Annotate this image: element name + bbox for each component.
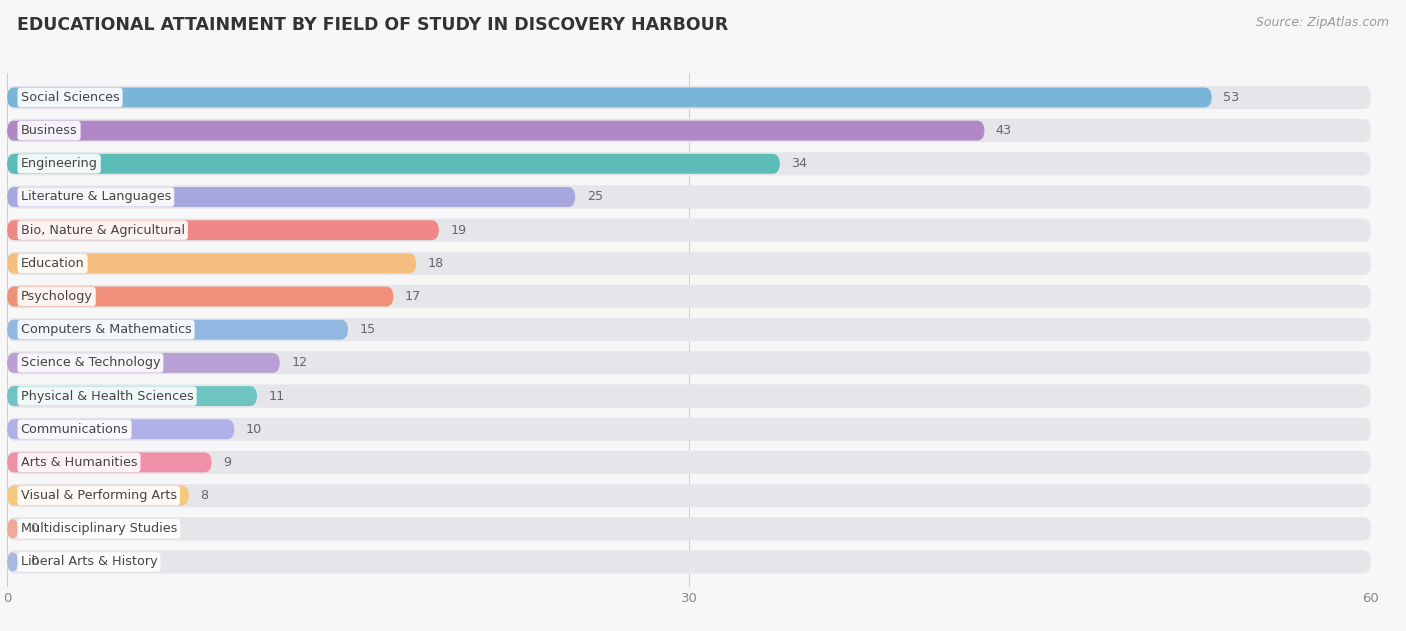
Text: Computers & Mathematics: Computers & Mathematics <box>21 323 191 336</box>
Text: 8: 8 <box>200 489 208 502</box>
Text: 0: 0 <box>30 555 38 569</box>
FancyBboxPatch shape <box>7 286 394 307</box>
Text: 34: 34 <box>792 157 807 170</box>
Text: Literature & Languages: Literature & Languages <box>21 191 172 203</box>
FancyBboxPatch shape <box>7 484 1371 507</box>
FancyBboxPatch shape <box>7 254 416 273</box>
Text: Multidisciplinary Studies: Multidisciplinary Studies <box>21 522 177 535</box>
FancyBboxPatch shape <box>7 152 1371 175</box>
FancyBboxPatch shape <box>7 519 18 539</box>
FancyBboxPatch shape <box>7 220 439 240</box>
FancyBboxPatch shape <box>7 218 1371 242</box>
Text: Source: ZipAtlas.com: Source: ZipAtlas.com <box>1256 16 1389 29</box>
FancyBboxPatch shape <box>7 550 1371 574</box>
FancyBboxPatch shape <box>7 452 211 473</box>
FancyBboxPatch shape <box>7 154 780 174</box>
FancyBboxPatch shape <box>7 386 257 406</box>
Text: Physical & Health Sciences: Physical & Health Sciences <box>21 389 194 403</box>
FancyBboxPatch shape <box>7 121 984 141</box>
Text: Visual & Performing Arts: Visual & Performing Arts <box>21 489 177 502</box>
FancyBboxPatch shape <box>7 552 18 572</box>
FancyBboxPatch shape <box>7 318 1371 341</box>
Text: 19: 19 <box>450 223 467 237</box>
FancyBboxPatch shape <box>7 186 1371 209</box>
Text: Social Sciences: Social Sciences <box>21 91 120 104</box>
FancyBboxPatch shape <box>7 320 347 339</box>
Text: Business: Business <box>21 124 77 137</box>
Text: 11: 11 <box>269 389 284 403</box>
Text: 10: 10 <box>246 423 262 436</box>
Text: 0: 0 <box>30 522 38 535</box>
Text: 9: 9 <box>224 456 231 469</box>
Text: Communications: Communications <box>21 423 128 436</box>
Text: 43: 43 <box>995 124 1012 137</box>
FancyBboxPatch shape <box>7 252 1371 275</box>
Text: Engineering: Engineering <box>21 157 97 170</box>
Text: Science & Technology: Science & Technology <box>21 357 160 369</box>
Text: 12: 12 <box>291 357 308 369</box>
Text: 18: 18 <box>427 257 444 270</box>
Text: EDUCATIONAL ATTAINMENT BY FIELD OF STUDY IN DISCOVERY HARBOUR: EDUCATIONAL ATTAINMENT BY FIELD OF STUDY… <box>17 16 728 34</box>
Text: Bio, Nature & Agricultural: Bio, Nature & Agricultural <box>21 223 184 237</box>
Text: 25: 25 <box>586 191 603 203</box>
FancyBboxPatch shape <box>7 486 188 505</box>
Text: Education: Education <box>21 257 84 270</box>
Text: 15: 15 <box>360 323 375 336</box>
Text: Arts & Humanities: Arts & Humanities <box>21 456 138 469</box>
FancyBboxPatch shape <box>7 384 1371 408</box>
FancyBboxPatch shape <box>7 119 1371 142</box>
FancyBboxPatch shape <box>7 86 1371 109</box>
FancyBboxPatch shape <box>7 419 235 439</box>
FancyBboxPatch shape <box>7 187 575 207</box>
Text: Liberal Arts & History: Liberal Arts & History <box>21 555 157 569</box>
FancyBboxPatch shape <box>7 88 1212 107</box>
FancyBboxPatch shape <box>7 451 1371 474</box>
Text: 17: 17 <box>405 290 420 303</box>
FancyBboxPatch shape <box>7 517 1371 540</box>
FancyBboxPatch shape <box>7 285 1371 308</box>
Text: Psychology: Psychology <box>21 290 93 303</box>
Text: 53: 53 <box>1223 91 1239 104</box>
FancyBboxPatch shape <box>7 353 280 373</box>
FancyBboxPatch shape <box>7 351 1371 374</box>
FancyBboxPatch shape <box>7 418 1371 441</box>
